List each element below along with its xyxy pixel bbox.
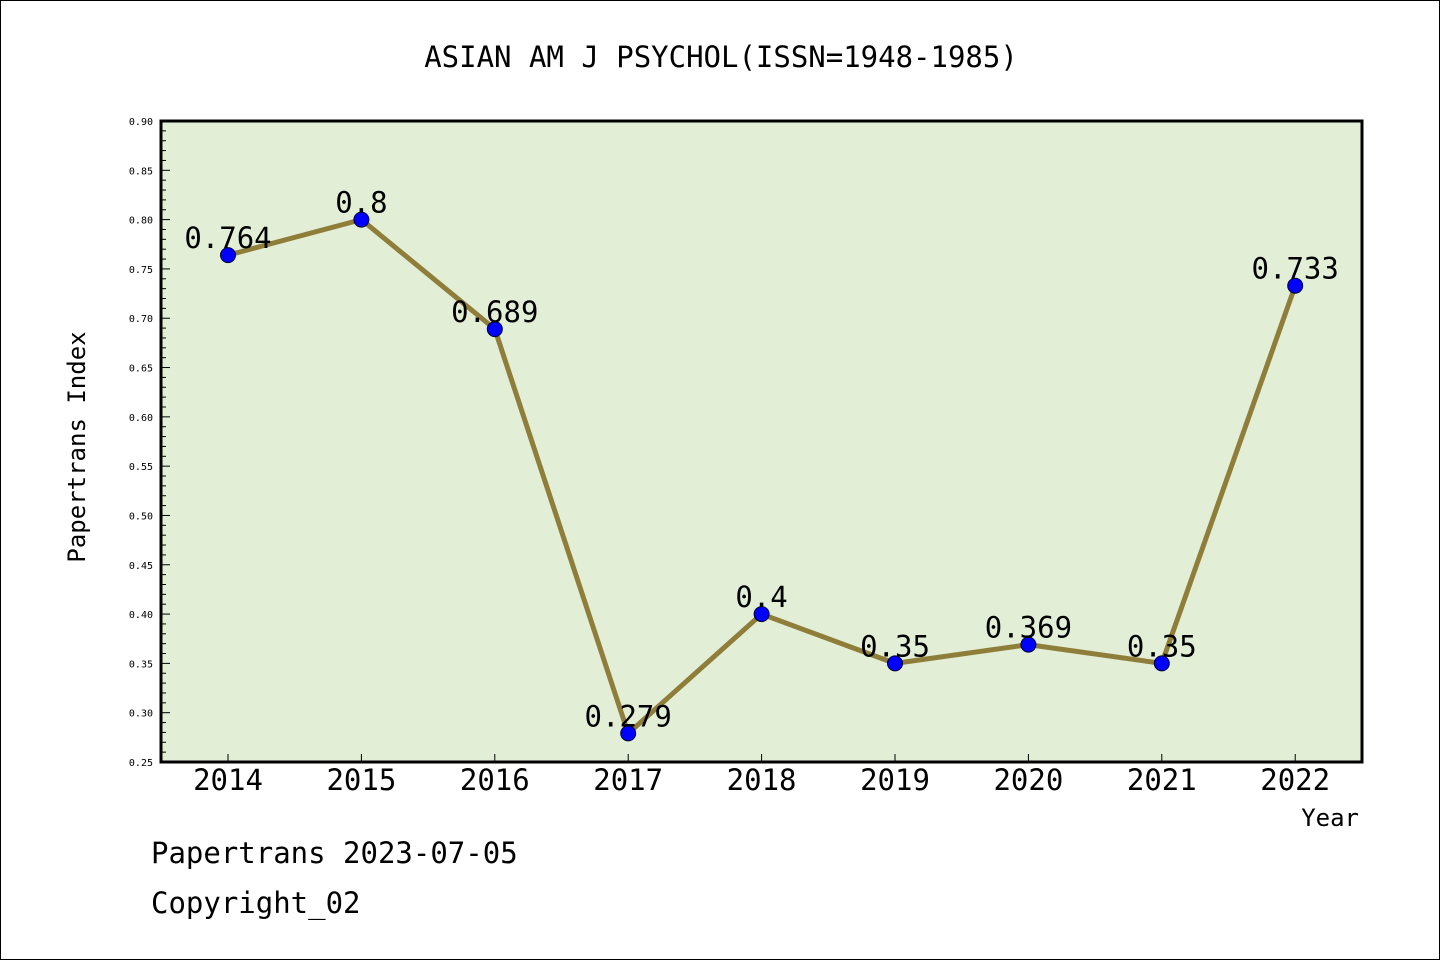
data-label: 0.369 — [985, 611, 1072, 645]
y-tick-label: 0.90 — [129, 117, 153, 128]
data-label: 0.35 — [860, 629, 930, 663]
y-tick-label: 0.50 — [129, 511, 153, 522]
x-tick-label: 2021 — [1127, 763, 1197, 797]
data-point — [486, 321, 503, 338]
x-tick-label: 2016 — [460, 763, 530, 797]
x-tick-label: 2017 — [593, 763, 663, 797]
y-tick-label: 0.30 — [129, 709, 153, 720]
data-label: 0.689 — [451, 295, 538, 329]
chart-title: ASIAN AM J PSYCHOL(ISSN=1948-1985) — [424, 40, 1018, 74]
data-label: 0.35 — [1127, 629, 1197, 663]
y-tick-label: 0.55 — [129, 462, 153, 473]
x-axis-label: Year — [1301, 804, 1359, 832]
x-tick-label: 2015 — [326, 763, 396, 797]
plot-area — [159, 119, 1364, 764]
y-tick-label: 0.70 — [129, 314, 153, 325]
y-tick-label: 0.35 — [129, 659, 153, 670]
x-tick-label: 2014 — [193, 763, 263, 797]
y-tick-label: 0.45 — [129, 561, 153, 572]
data-label: 0.764 — [184, 221, 271, 255]
y-tick-label: 0.65 — [129, 364, 153, 375]
data-point — [887, 655, 903, 672]
data-label: 0.733 — [1252, 252, 1339, 286]
data-label: 0.4 — [735, 580, 787, 614]
y-tick-label: 0.25 — [129, 758, 153, 769]
data-point — [620, 725, 637, 742]
x-axis: 2014 2015 2016 2017 2018 2019 2020 2021 2022 — [193, 754, 1330, 797]
data-label: 0.8 — [335, 186, 387, 220]
x-tick-label: 2020 — [993, 763, 1063, 797]
data-point — [753, 606, 770, 623]
data-point — [1287, 277, 1304, 294]
series-line-group: 0.764 0.8 0.689 0.279 0.4 0.35 0.369 0.35 0.733 — [184, 186, 1339, 742]
y-tick-label: 0.75 — [129, 265, 153, 276]
y-tick-label: 0.80 — [129, 216, 153, 227]
footer-date: Papertrans 2023-07-05 — [151, 836, 518, 870]
data-point — [1153, 655, 1170, 672]
data-label: 0.279 — [585, 699, 672, 733]
y-tick-label: 0.40 — [129, 610, 153, 621]
data-point — [220, 247, 236, 264]
y-axis-label: Papertrans Index — [63, 331, 91, 562]
x-tick-label: 2022 — [1260, 763, 1330, 797]
footer-copyright: Copyright_02 — [151, 886, 361, 920]
y-axis: 0.25 0.30 0.35 0.40 0.45 0.50 0.55 0.60 0.65 0.70… — [129, 117, 170, 769]
x-tick-label: 2018 — [727, 763, 797, 797]
x-tick-label: 2019 — [860, 763, 930, 797]
y-tick-label: 0.60 — [129, 413, 153, 424]
data-point — [1020, 636, 1037, 653]
data-point — [353, 211, 370, 228]
y-tick-label: 0.85 — [129, 166, 153, 177]
